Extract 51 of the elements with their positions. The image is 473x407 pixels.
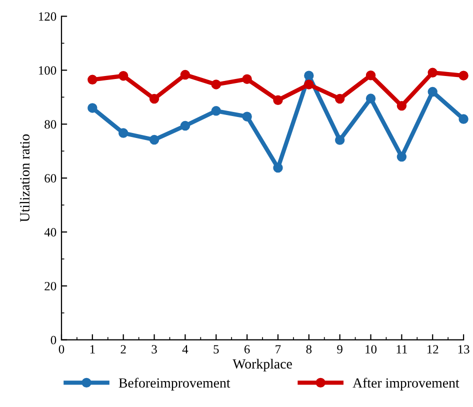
legend-label: Beforeimprovement — [118, 378, 230, 390]
legend-label: After improvement — [352, 378, 460, 390]
x-tick-label: 8 — [306, 345, 312, 354]
point — [242, 74, 252, 84]
point — [88, 74, 98, 85]
x-tick-label: 13 — [458, 345, 470, 354]
point — [334, 135, 345, 145]
point — [428, 86, 438, 97]
y-tick-label: 20 — [44, 282, 56, 290]
x-axis-title: Workplace — [232, 358, 292, 372]
point — [458, 70, 468, 80]
x-tick-label: 4 — [182, 345, 188, 354]
x-tick-label: 11 — [396, 345, 407, 354]
point — [88, 103, 98, 113]
x-tick-label: 0 — [58, 345, 64, 354]
x-tick-label: 5 — [214, 345, 219, 354]
point — [458, 114, 468, 124]
point — [396, 152, 407, 162]
x-tick-label: 12 — [427, 345, 438, 354]
x-tick-label: 1 — [90, 345, 95, 354]
point — [273, 95, 283, 105]
point — [396, 100, 407, 111]
x-tick-label: 3 — [152, 345, 157, 354]
point — [180, 70, 190, 80]
point — [428, 68, 438, 78]
point — [242, 112, 252, 122]
point — [211, 106, 221, 116]
x-tick-label: 9 — [337, 345, 342, 354]
point — [180, 120, 190, 131]
x-tick-label: 10 — [366, 345, 377, 354]
point — [118, 128, 128, 138]
y-tick-label: 0 — [50, 336, 56, 344]
point — [118, 71, 128, 81]
y-tick-label: 100 — [38, 66, 56, 75]
point — [149, 94, 160, 104]
point — [273, 162, 283, 173]
point — [211, 80, 221, 90]
point — [366, 70, 376, 80]
point — [304, 80, 314, 90]
point — [366, 94, 376, 104]
x-tick-label: 6 — [244, 345, 250, 354]
y-tick-label: 80 — [44, 120, 56, 129]
y-tick-label: 40 — [44, 228, 56, 236]
x-tick-label: 2 — [120, 345, 126, 354]
point — [304, 70, 314, 80]
y-tick-label: 120 — [38, 12, 56, 21]
y-axis-title: Utilization ratio — [20, 134, 30, 222]
y-tick-label: 60 — [44, 174, 56, 183]
x-tick-label: 7 — [276, 345, 281, 354]
point — [334, 94, 345, 104]
point — [149, 134, 160, 145]
